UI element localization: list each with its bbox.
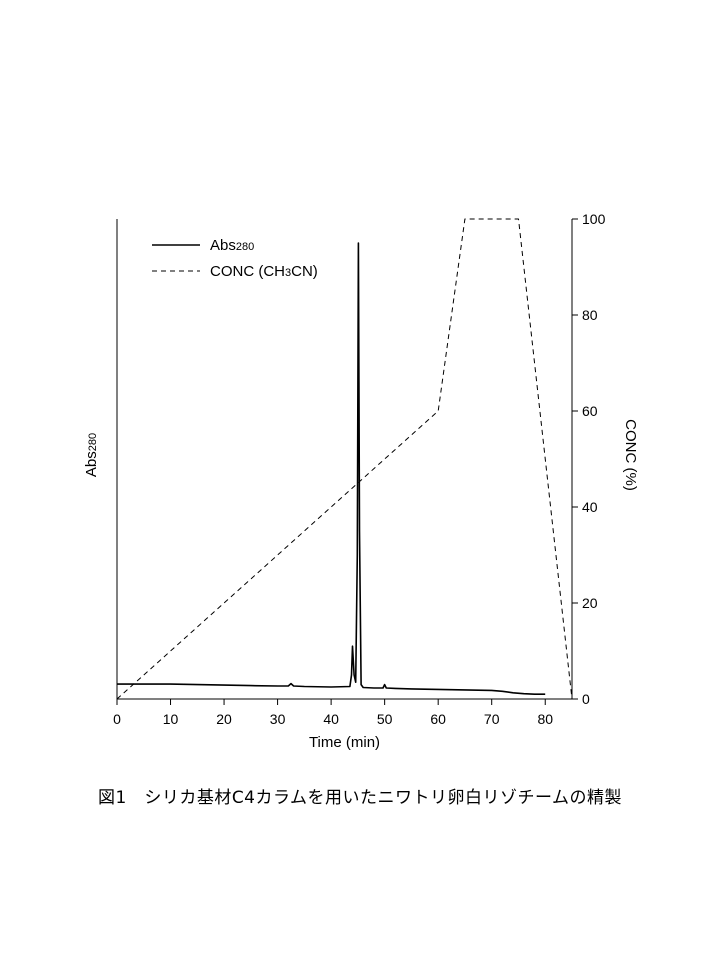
chart-axes <box>116 219 573 700</box>
legend-label: CONC (CH3CN) <box>210 263 318 280</box>
x-tick-label: 40 <box>323 711 339 727</box>
right-y-tick-label: 20 <box>582 595 598 611</box>
right-y-tick-label: 100 <box>582 211 606 227</box>
chart-ticks: 0 10 20 30 40 50 60 70 80 0 20 40 60 80 100 <box>113 211 605 727</box>
right-y-tick-label: 80 <box>582 307 598 323</box>
x-tick-label: 50 <box>377 711 393 727</box>
x-tick-label: 80 <box>537 711 553 727</box>
abs280-series-line <box>117 242 546 696</box>
figure-caption: 図1 シリカ基材C4カラムを用いたニワトリ卵白リゾチームの精製 <box>98 788 622 808</box>
x-tick-label: 70 <box>484 711 500 727</box>
legend-label: Abs280 <box>210 237 254 254</box>
left-y-axis-title-main: Abs <box>83 451 100 477</box>
right-y-axis-title: CONC (%) <box>622 419 639 491</box>
right-y-tick-label: 40 <box>582 499 598 515</box>
x-tick-label: 20 <box>216 711 232 727</box>
x-tick-label: 0 <box>113 711 121 727</box>
right-y-tick-label: 0 <box>582 691 590 707</box>
x-tick-label: 30 <box>270 711 286 727</box>
left-y-axis-title-subscript: 280 <box>87 433 99 451</box>
chart-legend: Abs280 CONC (CH3CN) <box>152 237 318 280</box>
x-axis-title: Time (min) <box>309 734 380 751</box>
left-y-axis-title: Abs280 <box>83 433 100 477</box>
x-tick-label: 10 <box>163 711 179 727</box>
right-y-tick-label: 60 <box>582 403 598 419</box>
conc-series-line <box>116 218 573 700</box>
x-tick-label: 60 <box>430 711 446 727</box>
chart-series <box>116 218 573 700</box>
